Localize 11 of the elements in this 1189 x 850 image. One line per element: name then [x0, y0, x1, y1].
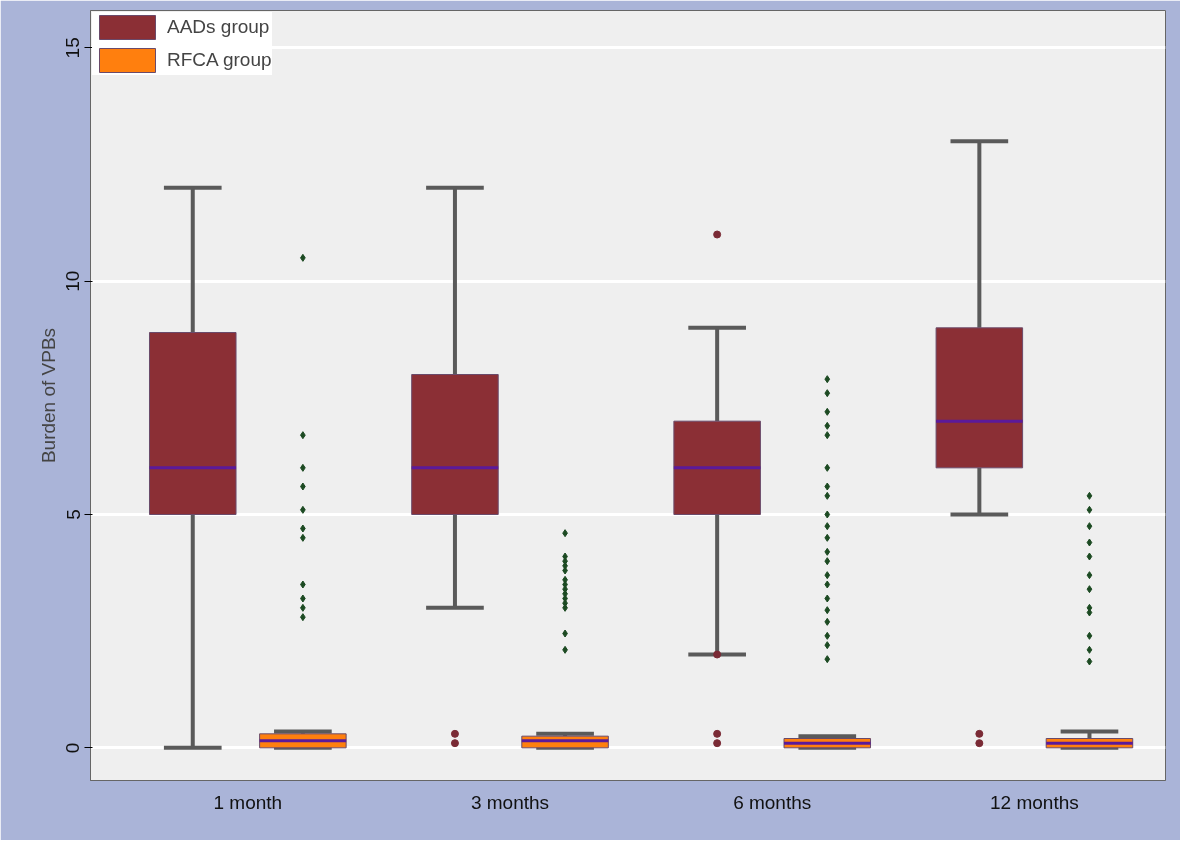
- legend-label: AADs group: [167, 16, 270, 38]
- y-tick-label: 15: [62, 37, 84, 59]
- y-tick-label: 0: [62, 742, 84, 754]
- x-tick-label: 6 months: [733, 791, 812, 813]
- x-tick-label: 1 month: [213, 791, 283, 813]
- x-tick-label: 12 months: [990, 791, 1079, 813]
- y-tick-label: 10: [62, 270, 84, 292]
- y-tick-label: 5: [62, 509, 84, 520]
- x-tick-label: 3 months: [470, 791, 550, 813]
- legend-label: RFCA group: [167, 49, 272, 71]
- y-axis-title: Burden of VPBs: [37, 327, 59, 464]
